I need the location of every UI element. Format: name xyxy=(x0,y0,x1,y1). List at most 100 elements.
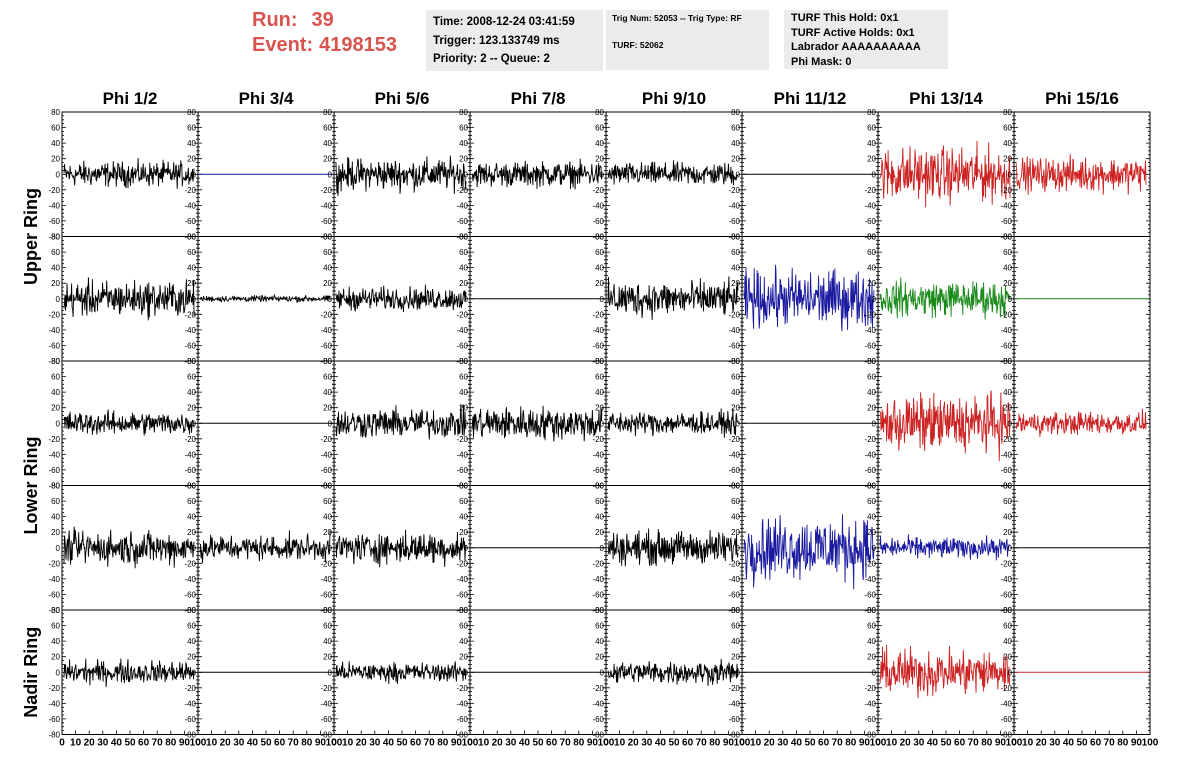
y-tick-label: 40 xyxy=(731,139,740,148)
x-tick-label: 20 xyxy=(492,738,504,749)
y-tick-label: 60 xyxy=(1003,373,1012,382)
waveform-trace xyxy=(63,526,195,569)
y-tick-label: -40 xyxy=(48,450,60,459)
y-tick-label: 20 xyxy=(187,404,196,413)
y-tick-label: -60 xyxy=(48,590,60,599)
y-tick-label: 0 xyxy=(192,170,197,179)
x-tick-label: 50 xyxy=(260,738,272,749)
y-tick-label: 60 xyxy=(323,497,332,506)
y-tick-label: 0 xyxy=(192,419,197,428)
run-label: Run: xyxy=(252,9,298,31)
y-tick-label: 60 xyxy=(459,124,468,133)
y-tick-label: -20 xyxy=(1000,684,1012,693)
y-tick-label: 0 xyxy=(600,544,605,553)
y-tick-label: 20 xyxy=(595,279,604,288)
waveform-trace xyxy=(879,534,1011,561)
y-tick-label: 0 xyxy=(600,419,605,428)
y-tick-label: 40 xyxy=(867,513,876,522)
y-tick-label: -80 xyxy=(456,731,468,740)
y-tick-label: 80 xyxy=(323,606,332,615)
x-axis-ticks xyxy=(877,730,1015,735)
y-tick-label: -60 xyxy=(1000,466,1012,475)
y-tick-label: -60 xyxy=(48,466,60,475)
x-tick-label: 30 xyxy=(505,738,517,749)
y-tick-label: 20 xyxy=(323,528,332,537)
y-tick-label: 20 xyxy=(459,279,468,288)
y-tick-label: 40 xyxy=(1003,388,1012,397)
y-tick-label: 60 xyxy=(731,373,740,382)
y-tick-label: -20 xyxy=(184,435,196,444)
y-tick-label: -40 xyxy=(48,699,60,708)
y-tick-label: 0 xyxy=(600,295,605,304)
x-tick-label: 80 xyxy=(981,738,993,749)
y-tick-label: -80 xyxy=(48,357,60,366)
active-holds-text: TURF Active Holds: 0x1 xyxy=(791,26,915,39)
x-tick-label: 80 xyxy=(165,738,177,749)
y-tick-label: -60 xyxy=(864,341,876,350)
column-header: Phi 11/12 xyxy=(774,89,847,108)
y-tick-label: -60 xyxy=(864,466,876,475)
y-axis-ticks xyxy=(334,609,470,735)
y-tick-label: 20 xyxy=(459,528,468,537)
y-axis-ticks xyxy=(198,609,334,735)
y-tick-label: -40 xyxy=(864,699,876,708)
y-tick-label: -40 xyxy=(1000,699,1012,708)
y-tick-label: 0 xyxy=(1008,544,1013,553)
y-tick-label: 40 xyxy=(731,637,740,646)
y-tick-label: -40 xyxy=(728,450,740,459)
y-tick-label: -40 xyxy=(728,575,740,584)
y-tick-label: 40 xyxy=(459,513,468,522)
y-tick-label: -40 xyxy=(456,326,468,335)
y-tick-label: 40 xyxy=(731,264,740,273)
y-tick-label: 60 xyxy=(51,373,60,382)
waveform-trace xyxy=(199,530,331,564)
y-tick-label: 60 xyxy=(187,248,196,257)
y-tick-label: 40 xyxy=(595,139,604,148)
y-tick-label: 0 xyxy=(872,170,877,179)
y-tick-label: 80 xyxy=(459,357,468,366)
y-tick-label: -80 xyxy=(1000,731,1012,740)
waveform-trace xyxy=(1015,154,1147,195)
column-header: Phi 15/16 xyxy=(1045,89,1119,108)
y-tick-label: 40 xyxy=(1003,513,1012,522)
x-tick-label: 40 xyxy=(111,738,123,749)
y-tick-label: 80 xyxy=(51,108,60,117)
y-tick-label: -40 xyxy=(320,326,332,335)
x-tick-label: 100 xyxy=(326,738,343,749)
y-tick-label: 20 xyxy=(1003,279,1012,288)
y-tick-label: 40 xyxy=(867,388,876,397)
y-tick-label: 20 xyxy=(51,155,60,164)
x-tick-label: 100 xyxy=(190,738,207,749)
x-tick-label: 50 xyxy=(668,738,680,749)
x-tick-label: 50 xyxy=(804,738,816,749)
y-tick-label: 80 xyxy=(323,233,332,242)
y-tick-label: 40 xyxy=(187,637,196,646)
trig-num-pane: Trig Num: 52053 -- Trig Type: RF TURF: 5… xyxy=(606,10,769,70)
y-tick-label: 40 xyxy=(187,139,196,148)
trig-num-text: Trig Num: 52053 -- Trig Type: RF xyxy=(612,13,742,23)
y-tick-label: 20 xyxy=(459,653,468,662)
y-tick-label: -40 xyxy=(592,201,604,210)
y-tick-label: -20 xyxy=(48,684,60,693)
y-tick-label: 80 xyxy=(459,108,468,117)
y-tick-label: 20 xyxy=(459,155,468,164)
x-tick-label: 20 xyxy=(1036,738,1048,749)
y-tick-label: -60 xyxy=(456,466,468,475)
x-tick-label: 100 xyxy=(1142,738,1159,749)
y-tick-label: 20 xyxy=(51,653,60,662)
y-tick-label: -40 xyxy=(184,699,196,708)
waveform-trace xyxy=(607,408,739,438)
waveform-trace xyxy=(471,405,603,442)
y-tick-label: -40 xyxy=(1000,450,1012,459)
y-tick-label: 60 xyxy=(323,622,332,631)
y-tick-label: -80 xyxy=(48,731,60,740)
y-tick-label: -60 xyxy=(592,590,604,599)
y-tick-label: -60 xyxy=(864,715,876,724)
x-tick-label: 90 xyxy=(723,738,735,749)
y-tick-label: 20 xyxy=(595,155,604,164)
y-tick-label: 60 xyxy=(867,124,876,133)
y-tick-label: 60 xyxy=(187,373,196,382)
y-tick-label: 60 xyxy=(459,373,468,382)
y-tick-label: 40 xyxy=(731,388,740,397)
x-tick-label: 20 xyxy=(356,738,368,749)
